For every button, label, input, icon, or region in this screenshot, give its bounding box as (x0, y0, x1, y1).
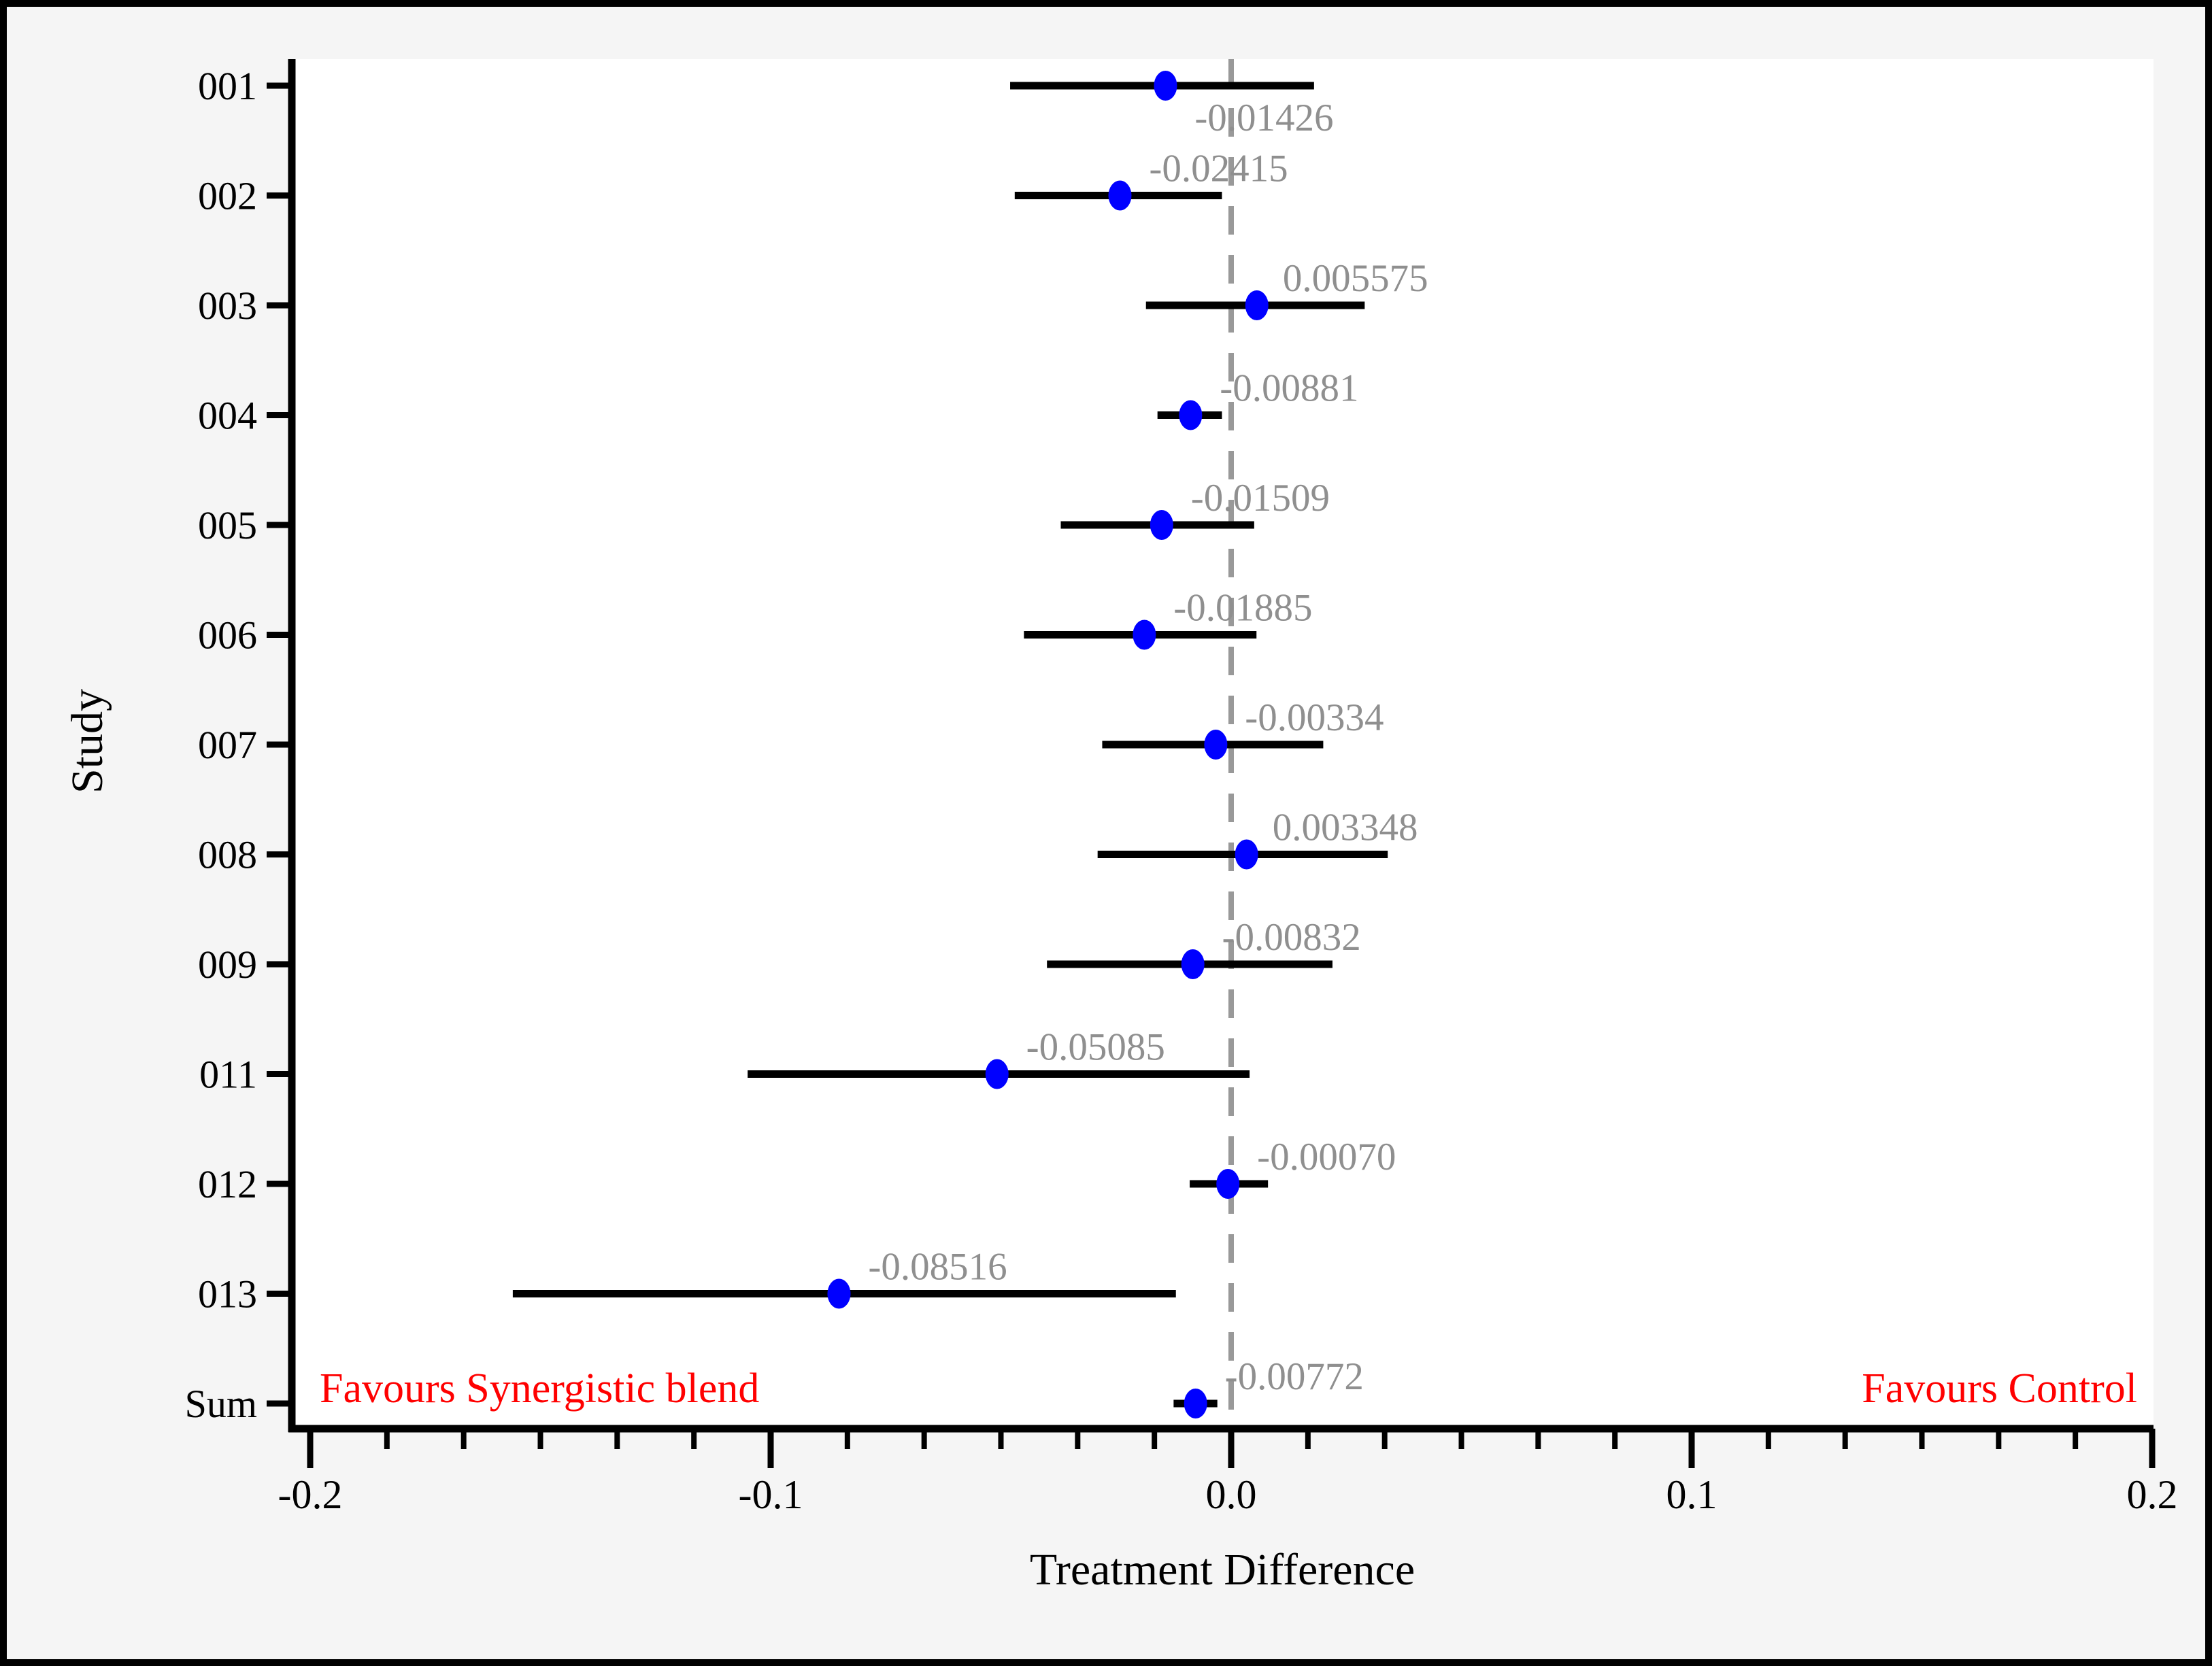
estimate-marker (1204, 730, 1228, 760)
study-row: 0.003348 (1097, 806, 1418, 870)
y-tick-label: 006 (198, 613, 257, 658)
static-text-layer: Treatment Difference Study Favours Syner… (63, 689, 2137, 1595)
y-tick-label: 012 (198, 1162, 257, 1206)
favours-left-annotation: Favours Synergistic blend (320, 1365, 759, 1412)
y-tick-label: 007 (198, 723, 257, 767)
study-row: -0.01509 (1060, 477, 1330, 540)
estimate-value-label: -0.02415 (1149, 148, 1288, 190)
study-row: -0.00772 (1173, 1355, 1364, 1418)
estimate-marker (1184, 1389, 1207, 1418)
study-row: -0.00070 (1190, 1136, 1396, 1199)
estimate-value-label: -0.05085 (1026, 1026, 1165, 1069)
y-tick-label: 005 (198, 503, 257, 547)
estimate-value-label: -0.01885 (1173, 587, 1312, 630)
estimate-marker (1179, 400, 1203, 430)
estimate-marker (1181, 949, 1205, 979)
favours-right-annotation: Favours Control (1862, 1365, 2137, 1412)
y-tick-label: 013 (198, 1272, 257, 1316)
estimate-marker (1108, 180, 1132, 211)
y-tick-label: 002 (198, 174, 257, 218)
axes-layer: 001 002 003 004 005 006 007 008 009 011 012 013 Sum -… (185, 59, 2178, 1517)
estimate-marker (1245, 290, 1269, 320)
study-row: -0.01426 (1010, 71, 1334, 139)
data-rows-layer: -0.01426 -0.02415 0.005575 -0.00881 -0.01509… (512, 71, 1428, 1418)
estimate-marker (1133, 619, 1156, 650)
x-tick-label: -0.1 (739, 1472, 803, 1517)
y-tick-label: Sum (185, 1382, 257, 1426)
study-row: -0.02415 (1014, 148, 1288, 211)
estimate-value-label: -0.08516 (868, 1246, 1007, 1289)
estimate-value-label: -0.00334 (1245, 696, 1384, 739)
estimate-value-label: -0.00070 (1257, 1136, 1396, 1178)
study-row: -0.08516 (512, 1246, 1176, 1309)
y-tick-label: 009 (198, 942, 257, 987)
estimate-value-label: -0.01426 (1194, 97, 1333, 139)
y-tick-label: 001 (198, 64, 257, 108)
y-tick-label: 003 (198, 284, 257, 328)
estimate-marker (1154, 71, 1177, 101)
study-row: 0.005575 (1145, 257, 1428, 320)
x-axis-title: Treatment Difference (1030, 1545, 1415, 1595)
y-tick-label: 011 (199, 1053, 257, 1097)
x-tick-label: 0.1 (1666, 1472, 1717, 1517)
estimate-value-label: -0.00832 (1222, 916, 1361, 959)
estimate-marker (985, 1059, 1009, 1089)
study-row: -0.05085 (748, 1026, 1250, 1089)
y-tick-label: 004 (198, 394, 257, 438)
x-tick-label: -0.2 (278, 1472, 343, 1517)
study-row: -0.00832 (1047, 916, 1361, 979)
estimate-value-label: 0.005575 (1283, 257, 1428, 300)
y-tick-label: 008 (198, 833, 257, 877)
estimate-marker (1150, 510, 1173, 540)
estimate-value-label: -0.00772 (1225, 1355, 1364, 1398)
x-tick-label: 0.0 (1206, 1472, 1257, 1517)
study-row: -0.00334 (1102, 696, 1384, 760)
estimate-value-label: 0.003348 (1273, 806, 1418, 849)
x-tick-label: 0.2 (2127, 1472, 2178, 1517)
y-axis-title: Study (63, 689, 112, 794)
study-row: -0.01885 (1024, 587, 1313, 650)
estimate-marker (1216, 1169, 1240, 1199)
estimate-value-label: -0.00881 (1220, 367, 1358, 410)
estimate-marker (1235, 839, 1258, 870)
study-row: -0.00881 (1157, 367, 1358, 430)
estimate-value-label: -0.01509 (1191, 477, 1330, 520)
estimate-marker (827, 1278, 851, 1309)
